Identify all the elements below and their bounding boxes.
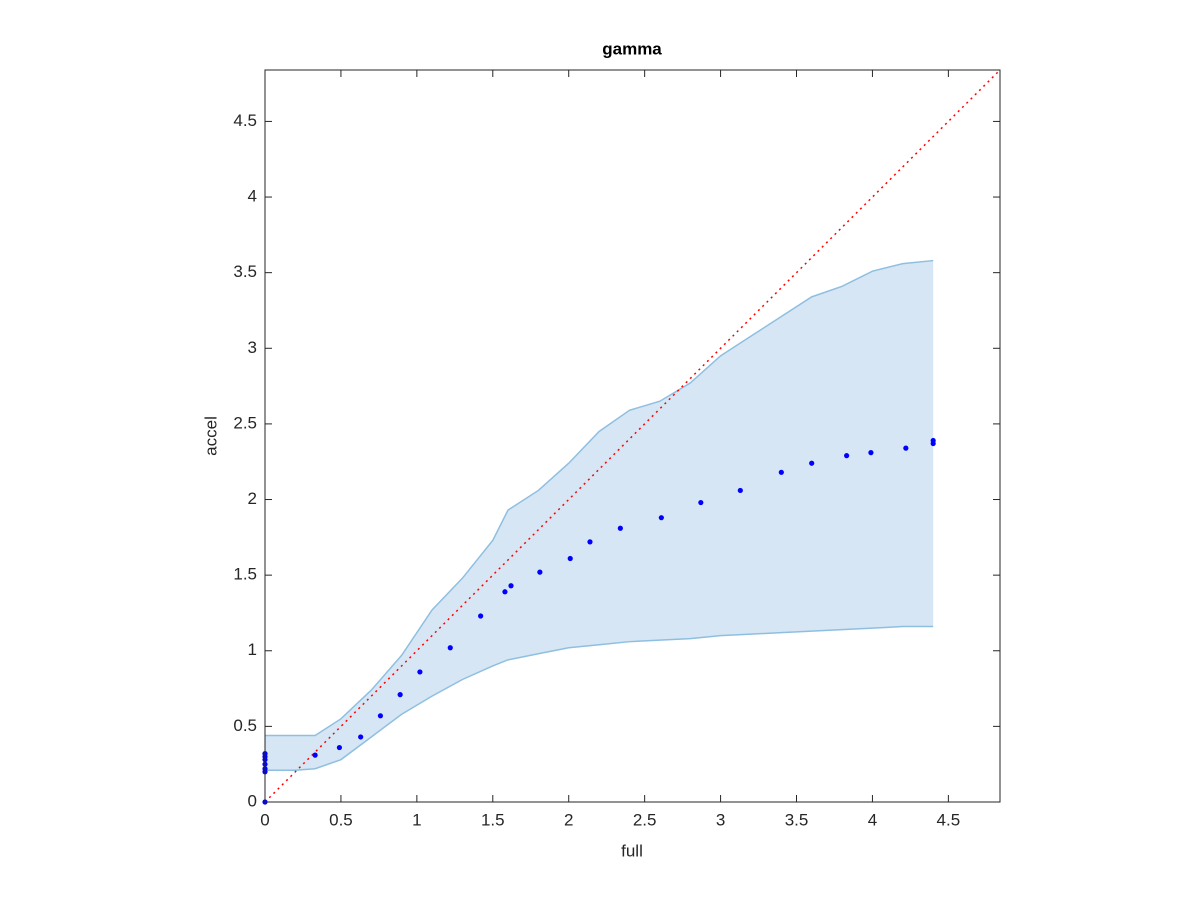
scatter-point: [502, 589, 508, 595]
scatter-point: [844, 453, 850, 459]
x-tick-label: 1.5: [481, 810, 505, 829]
scatter-point: [737, 487, 743, 494]
x-tick-label: 1: [412, 810, 421, 829]
scatter-point: [537, 569, 543, 575]
x-tick-label: 0: [260, 810, 269, 829]
scatter-point: [397, 692, 403, 698]
y-axis-label: accel: [201, 416, 220, 456]
scatter-point: [377, 713, 384, 719]
scatter-point: [778, 469, 784, 475]
scatter-point: [809, 460, 815, 466]
scatter-point: [903, 445, 909, 451]
chart-title: gamma: [602, 39, 662, 58]
scatter-point: [698, 499, 704, 506]
scatter-point: [567, 555, 573, 562]
y-tick-label: 1: [248, 640, 257, 659]
band-upper-edge: [265, 259, 934, 737]
scatter-point: [658, 515, 664, 521]
y-tick-label: 3.5: [233, 262, 257, 281]
x-axis-label: full: [621, 841, 643, 860]
scatter-point: [617, 525, 623, 531]
scatter-point: [868, 450, 874, 456]
y-tick-label: 4: [248, 187, 257, 206]
scatter-point: [930, 437, 936, 444]
scatter-point: [336, 744, 343, 751]
x-tick-label: 2: [564, 810, 573, 829]
scatter-point: [358, 734, 364, 740]
x-tick-label: 2.5: [633, 810, 657, 829]
plot-frame: [264, 69, 1001, 803]
band-lower-edge: [265, 625, 934, 771]
x-tick-label: 3: [716, 810, 725, 829]
x-tick-label: 0.5: [329, 810, 353, 829]
reference-line: [264, 69, 1001, 803]
y-tick-label: 3: [248, 338, 257, 357]
x-tick-label: 4: [868, 810, 877, 829]
confidence-band: [265, 260, 934, 771]
y-tick-label: 1.5: [233, 565, 257, 584]
x-tick-label: 3.5: [785, 810, 809, 829]
scatter-point: [312, 752, 318, 758]
scatter-point: [417, 669, 423, 675]
y-tick-label: 0: [248, 791, 257, 810]
scatter-point: [447, 645, 453, 651]
y-tick-label: 2: [248, 489, 257, 508]
scatter-point: [478, 613, 484, 619]
y-tick-label: 4.5: [233, 111, 257, 130]
scatter-point: [508, 583, 514, 589]
x-tick-label: 4.5: [937, 810, 961, 829]
y-tick-label: 2.5: [233, 413, 257, 432]
y-tick-label: 0.5: [233, 716, 257, 735]
scatter-point: [587, 539, 593, 545]
